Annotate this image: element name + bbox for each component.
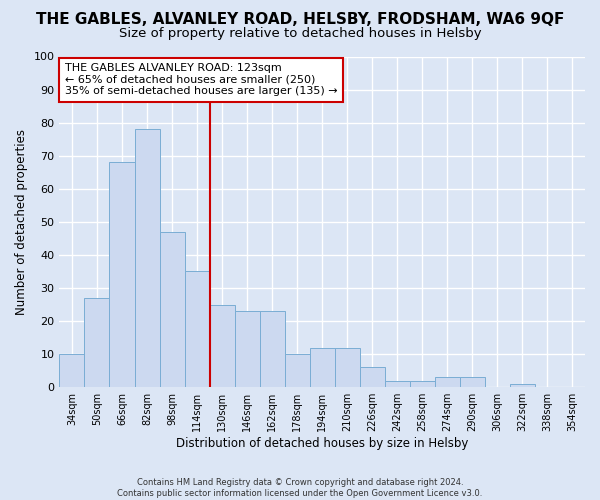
Bar [310,348,335,387]
Bar [134,130,160,387]
Bar [59,354,85,387]
Bar [284,354,310,387]
Bar [85,298,109,387]
Y-axis label: Number of detached properties: Number of detached properties [15,129,28,315]
Bar [460,378,485,387]
Bar [510,384,535,387]
Text: THE GABLES, ALVANLEY ROAD, HELSBY, FRODSHAM, WA6 9QF: THE GABLES, ALVANLEY ROAD, HELSBY, FRODS… [36,12,564,28]
Bar [360,368,385,387]
Text: Contains HM Land Registry data © Crown copyright and database right 2024.
Contai: Contains HM Land Registry data © Crown c… [118,478,482,498]
Bar [109,162,134,387]
Bar [185,272,209,387]
Bar [410,380,435,387]
Bar [160,232,185,387]
Text: Size of property relative to detached houses in Helsby: Size of property relative to detached ho… [119,28,481,40]
Bar [385,380,410,387]
Bar [209,304,235,387]
X-axis label: Distribution of detached houses by size in Helsby: Distribution of detached houses by size … [176,437,469,450]
Bar [235,311,260,387]
Text: THE GABLES ALVANLEY ROAD: 123sqm
← 65% of detached houses are smaller (250)
35% : THE GABLES ALVANLEY ROAD: 123sqm ← 65% o… [65,63,337,96]
Bar [335,348,360,387]
Bar [435,378,460,387]
Bar [260,311,284,387]
